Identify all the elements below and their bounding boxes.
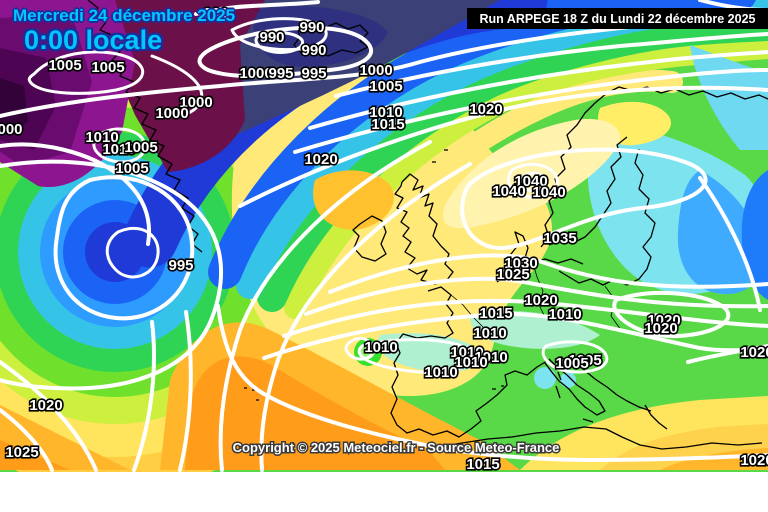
- pressure-label: 990: [259, 29, 284, 46]
- footer-bar: Géop. Z500 & pression au sol (+ 30h) 492…: [0, 472, 768, 512]
- pressure-label: 1030: [504, 255, 537, 272]
- valid-time-label: 0:00 locale: [24, 25, 163, 55]
- pressure-label: 1040: [532, 184, 565, 201]
- pressure-label: 1010: [364, 339, 397, 356]
- pressure-label: 1020: [304, 151, 337, 168]
- pressure-label: 1020: [740, 452, 768, 469]
- pressure-label: 1010: [424, 364, 457, 381]
- pressure-label: 1010: [102, 141, 135, 158]
- isobar-contours-layer: [0, 0, 768, 472]
- pressure-label: 1005: [568, 352, 601, 369]
- pressure-label: 1005: [91, 59, 124, 76]
- pressure-label: 1010: [548, 306, 581, 323]
- pressure-label: 1020: [644, 320, 677, 337]
- pressure-label: 1020: [469, 101, 502, 118]
- pressure-label: 1000: [179, 94, 212, 111]
- pressure-label: 990: [299, 19, 324, 36]
- pressure-label: 1005: [124, 139, 157, 156]
- pressure-label: 1010: [450, 344, 483, 361]
- model-run-banner: Run ARPEGE 18 Z du Lundi 22 décembre 202…: [467, 8, 768, 29]
- pressure-label: 1005: [555, 355, 588, 372]
- pressure-label: 1005: [369, 78, 402, 95]
- pressure-label: 1040: [514, 173, 547, 190]
- pressure-label: 1020: [740, 344, 768, 361]
- pressure-label: 990: [301, 42, 326, 59]
- pressure-label: 1015: [371, 116, 404, 133]
- pressure-label: 1010: [369, 104, 402, 121]
- pressure-label: 1015: [479, 305, 512, 322]
- valid-date-label: Mercredi 24 décembre 2025: [13, 6, 236, 25]
- pressure-label: 1035: [543, 230, 576, 247]
- pressure-label: 1000: [359, 62, 392, 79]
- pressure-label: 995: [168, 257, 193, 274]
- pressure-label: 1005: [48, 57, 81, 74]
- pressure-label: 1040: [492, 183, 525, 200]
- pressure-label: 1000: [239, 65, 272, 82]
- pressure-label: 1025: [5, 444, 38, 461]
- copyright-text: Copyright © 2025 Meteociel.fr - Source M…: [233, 440, 560, 455]
- pressure-label: 1010: [454, 354, 487, 371]
- pressure-label: 995: [301, 65, 326, 82]
- weather-map: 990 990 990 990 1000 995 995 1000 1005 1010 1015 10…: [0, 0, 768, 472]
- pressure-label: 995: [268, 65, 293, 82]
- pressure-label: 1020: [647, 312, 680, 329]
- pressure-label: 000: [0, 121, 23, 138]
- pressure-label: 1025: [496, 266, 529, 283]
- pressure-label: 1010: [473, 325, 506, 342]
- pressure-label: 1000: [155, 105, 188, 122]
- pressure-label: 1010: [474, 349, 507, 366]
- pressure-label: 1005: [115, 160, 148, 177]
- pressure-label: 1020: [29, 397, 62, 414]
- pressure-label: 1010: [85, 129, 118, 146]
- pressure-label: 1015: [466, 456, 499, 472]
- pressure-label: 1020: [524, 292, 557, 309]
- pressure-label: 990: [203, 5, 228, 22]
